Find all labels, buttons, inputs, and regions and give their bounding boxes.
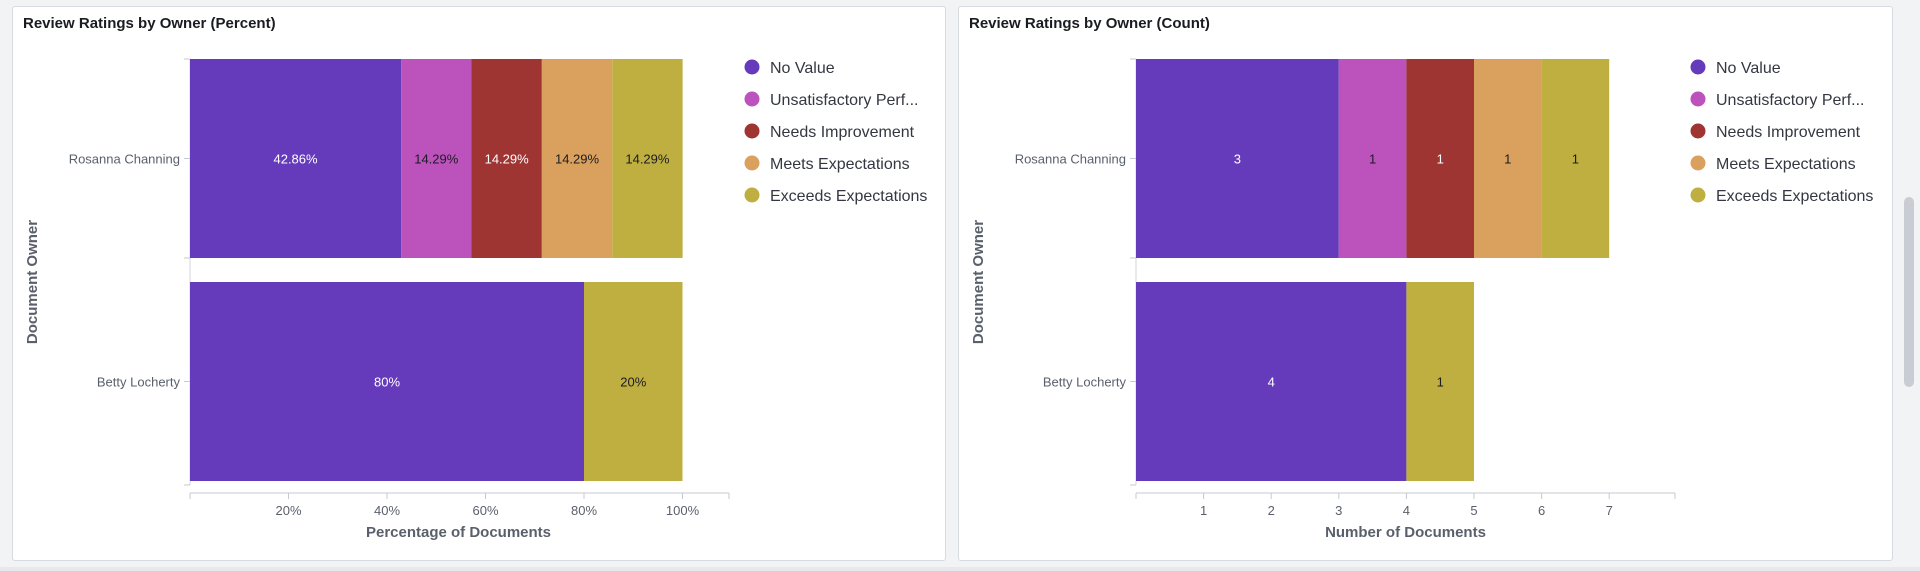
- percent-legend-swatch-3: [744, 155, 760, 171]
- percent-x-tick-label-3: 80%: [571, 503, 597, 518]
- percent-bar-1-4: [584, 282, 683, 481]
- percent-legend-swatch-0: [744, 59, 760, 75]
- count-y-tick-label-1: Betty Locherty: [1043, 375, 1127, 390]
- count-bar-0-1: [1338, 59, 1407, 258]
- count-data-label-1-0: 4: [1268, 375, 1275, 390]
- percent-legend-swatch-4: [744, 187, 760, 203]
- percent-x-tick-label-0: 20%: [275, 503, 301, 518]
- count-y-axis-title: Document Owner: [970, 220, 987, 344]
- percent-legend-label-2: Needs Improvement: [770, 124, 915, 141]
- percent-data-label-0-4: 14.29%: [625, 152, 670, 167]
- count-legend-label-3: Meets Expectations: [1716, 156, 1856, 173]
- percent-bar-0-3: [541, 59, 613, 258]
- percent-legend-swatch-1: [744, 91, 760, 107]
- percent-data-label-0-1: 14.29%: [414, 152, 459, 167]
- percent-bar-0-1: [401, 59, 472, 258]
- count-x-tick-label-4: 5: [1470, 503, 1477, 518]
- count-data-label-0-3: 1: [1504, 152, 1511, 167]
- percent-x-axis-title: Percentage of Documents: [366, 524, 551, 541]
- count-legend-label-1: Unsatisfactory Perf...: [1716, 92, 1865, 109]
- count-legend-label-2: Needs Improvement: [1716, 124, 1861, 141]
- percent-bar-0-2: [471, 59, 542, 258]
- count-x-tick-label-1: 2: [1268, 503, 1275, 518]
- count-bar-0-4: [1541, 59, 1610, 258]
- count-chart-panel: Review Ratings by Owner (Count) 3 1 1 1 1 Ros…: [958, 6, 1893, 561]
- percent-chart: 42.86% 14.29% 14.29% 14.29% 14.29% Rosanna Ch…: [24, 58, 927, 541]
- count-legend-swatch-1: [1690, 91, 1706, 107]
- percent-bar-0-4: [612, 59, 683, 258]
- panel-divider: [0, 567, 1920, 571]
- percent-data-label-1-4: 20%: [620, 375, 646, 390]
- count-data-label-0-0: 3: [1234, 152, 1241, 167]
- page-scrollbar[interactable]: [1904, 197, 1914, 387]
- count-x-tick-label-0: 1: [1200, 503, 1207, 518]
- percent-legend-swatch-2: [744, 123, 760, 139]
- count-y-tick-label-0: Rosanna Channing: [1015, 152, 1126, 167]
- percent-data-label-0-0: 42.86%: [273, 152, 318, 167]
- percent-data-label-0-2: 14.29%: [485, 152, 530, 167]
- percent-bar-1-0: [190, 282, 584, 481]
- percent-chart-title: Review Ratings by Owner (Percent): [23, 15, 276, 32]
- percent-x-tick-label-1: 40%: [374, 503, 400, 518]
- count-bar-1-4: [1406, 282, 1474, 481]
- count-bar-1-0: [1136, 282, 1407, 481]
- percent-y-tick-label-1: Betty Locherty: [97, 375, 181, 390]
- percent-data-label-1-0: 80%: [374, 375, 400, 390]
- count-x-axis-title: Number of Documents: [1325, 524, 1486, 541]
- count-data-label-0-1: 1: [1369, 152, 1376, 167]
- count-legend-label-4: Exceeds Expectations: [1716, 188, 1873, 205]
- percent-data-label-0-3: 14.29%: [555, 152, 600, 167]
- count-legend-swatch-4: [1690, 187, 1706, 203]
- count-bar-0-3: [1474, 59, 1542, 258]
- count-x-tick-label-2: 3: [1335, 503, 1342, 518]
- count-legend-label-0: No Value: [1716, 60, 1781, 77]
- count-x-tick-label-6: 7: [1606, 503, 1613, 518]
- count-data-label-0-2: 1: [1437, 152, 1444, 167]
- count-chart-title: Review Ratings by Owner (Count): [969, 15, 1210, 32]
- count-x-tick-label-5: 6: [1538, 503, 1545, 518]
- percent-x-tick-label-4: 100%: [666, 503, 700, 518]
- count-data-label-1-4: 1: [1437, 375, 1444, 390]
- count-legend-swatch-3: [1690, 155, 1706, 171]
- count-data-label-0-4: 1: [1572, 152, 1579, 167]
- count-bar-0-0: [1136, 59, 1339, 258]
- count-legend-swatch-2: [1690, 123, 1706, 139]
- count-legend-swatch-0: [1690, 59, 1706, 75]
- percent-y-axis-title: Document Owner: [24, 220, 41, 344]
- percent-bar-0-0: [190, 59, 402, 258]
- percent-x-tick-label-2: 60%: [472, 503, 498, 518]
- percent-legend-label-4: Exceeds Expectations: [770, 188, 927, 205]
- percent-legend-label-1: Unsatisfactory Perf...: [770, 92, 919, 109]
- percent-legend-label-0: No Value: [770, 60, 835, 77]
- count-chart: 3 1 1 1 1 Rosanna Channing 4 1 Betty Locherty 1 2 3…: [970, 58, 1873, 541]
- count-x-tick-label-3: 4: [1403, 503, 1410, 518]
- percent-chart-panel: Review Ratings by Owner (Percent) 42.86%…: [12, 6, 946, 561]
- percent-legend-label-3: Meets Expectations: [770, 156, 910, 173]
- percent-y-tick-label-0: Rosanna Channing: [69, 152, 180, 167]
- count-bar-0-2: [1406, 59, 1474, 258]
